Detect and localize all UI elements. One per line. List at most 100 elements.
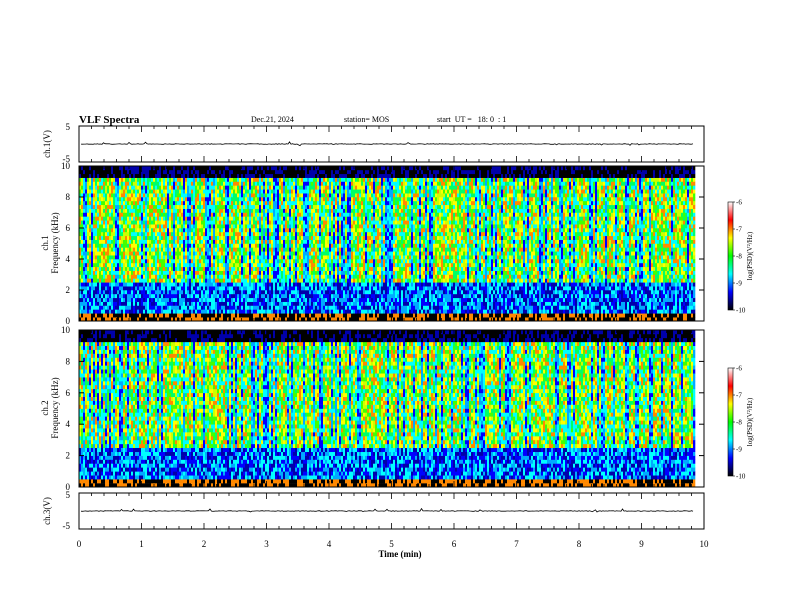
heatmap-cell <box>149 278 151 282</box>
heatmap-cell <box>109 298 111 302</box>
heatmap-cell <box>105 201 107 205</box>
heatmap-cell <box>81 170 83 174</box>
heatmap-cell <box>101 228 103 232</box>
heatmap-cell <box>109 201 111 205</box>
heatmap-cell <box>119 185 121 189</box>
heatmap-cell <box>89 275 91 279</box>
heatmap-cell <box>117 209 119 213</box>
heatmap-cell <box>89 278 91 282</box>
heatmap-cell <box>123 271 125 275</box>
heatmap-cell <box>133 302 135 306</box>
heatmap-cell <box>125 309 127 313</box>
heatmap-cell <box>83 282 85 286</box>
heatmap-cell <box>105 244 107 248</box>
heatmap-cell <box>91 263 93 267</box>
heatmap-cell <box>95 209 97 213</box>
heatmap-cell <box>105 275 107 279</box>
heatmap-cell <box>99 290 101 294</box>
heatmap-cell <box>97 298 99 302</box>
heatmap-cell <box>123 182 125 186</box>
heatmap-cell <box>119 182 121 186</box>
heatmap-cell <box>105 271 107 275</box>
heatmap-cell <box>121 302 123 306</box>
heatmap-cell <box>117 189 119 193</box>
heatmap-cell <box>141 263 143 267</box>
heatmap-cell <box>139 247 141 251</box>
heatmap-cell <box>107 259 109 263</box>
heatmap-cell <box>87 282 89 286</box>
heatmap-cell <box>137 275 139 279</box>
heatmap-cell <box>143 271 145 275</box>
heatmap-cell <box>131 302 133 306</box>
heatmap-cell <box>99 220 101 224</box>
heatmap-cell <box>139 271 141 275</box>
heatmap-cell <box>95 271 97 275</box>
heatmap-cell <box>107 278 109 282</box>
heatmap-cell <box>109 278 111 282</box>
heatmap-cell <box>139 185 141 189</box>
heatmap-cell <box>139 220 141 224</box>
heatmap-cell <box>145 213 147 217</box>
heatmap-cell <box>103 313 105 317</box>
heatmap-cell <box>107 271 109 275</box>
heatmap-cell <box>151 205 153 209</box>
heatmap-cell <box>119 216 121 220</box>
heatmap-cell <box>137 271 139 275</box>
heatmap-cell <box>147 271 149 275</box>
heatmap-cell <box>141 255 143 259</box>
heatmap-cell <box>115 275 117 279</box>
heatmap-cell <box>137 306 139 310</box>
heatmap-cell <box>91 228 93 232</box>
heatmap-cell <box>105 232 107 236</box>
heatmap-cell <box>113 255 115 259</box>
heatmap-cell <box>107 185 109 189</box>
heatmap-cell <box>125 282 127 286</box>
heatmap-cell <box>83 182 85 186</box>
heatmap-cell <box>117 201 119 205</box>
heatmap-cell <box>89 247 91 251</box>
heatmap-cell <box>105 286 107 290</box>
heatmap-cell <box>125 306 127 310</box>
heatmap-cell <box>85 185 87 189</box>
heatmap-cell <box>125 271 127 275</box>
heatmap-cell <box>105 213 107 217</box>
heatmap-cell <box>131 282 133 286</box>
heatmap-cell <box>123 306 125 310</box>
heatmap-cell <box>143 182 145 186</box>
heatmap-cell <box>97 189 99 193</box>
heatmap-cell <box>151 275 153 279</box>
heatmap-cell <box>81 309 83 313</box>
heatmap-cell <box>145 263 147 267</box>
heatmap-cell <box>89 182 91 186</box>
heatmap-cell <box>123 302 125 306</box>
heatmap-cell <box>109 220 111 224</box>
heatmap-cell <box>115 205 117 209</box>
heatmap-cell <box>127 216 129 220</box>
heatmap-cell <box>139 282 141 286</box>
heatmap-cell <box>105 205 107 209</box>
heatmap-cell <box>147 193 149 197</box>
heatmap-cell <box>85 302 87 306</box>
heatmap-cell <box>143 286 145 290</box>
heatmap-cell <box>101 286 103 290</box>
heatmap-cell <box>107 309 109 313</box>
heatmap-cell <box>97 185 99 189</box>
heatmap-cell <box>153 290 155 294</box>
heatmap-cell <box>137 244 139 248</box>
heatmap-cell <box>137 185 139 189</box>
heatmap-cell <box>111 224 113 228</box>
heatmap-cell <box>83 290 85 294</box>
heatmap-cell <box>89 213 91 217</box>
heatmap-cell <box>139 313 141 317</box>
heatmap-cell <box>105 298 107 302</box>
heatmap-cell <box>107 213 109 217</box>
heatmap-cell <box>127 278 129 282</box>
heatmap-cell <box>153 174 155 178</box>
heatmap-cell <box>153 197 155 201</box>
heatmap-cell <box>95 255 97 259</box>
heatmap-cell <box>119 220 121 224</box>
heatmap-cell <box>81 275 83 279</box>
heatmap-cell <box>95 224 97 228</box>
heatmap-cell <box>135 232 137 236</box>
heatmap-cell <box>135 182 137 186</box>
